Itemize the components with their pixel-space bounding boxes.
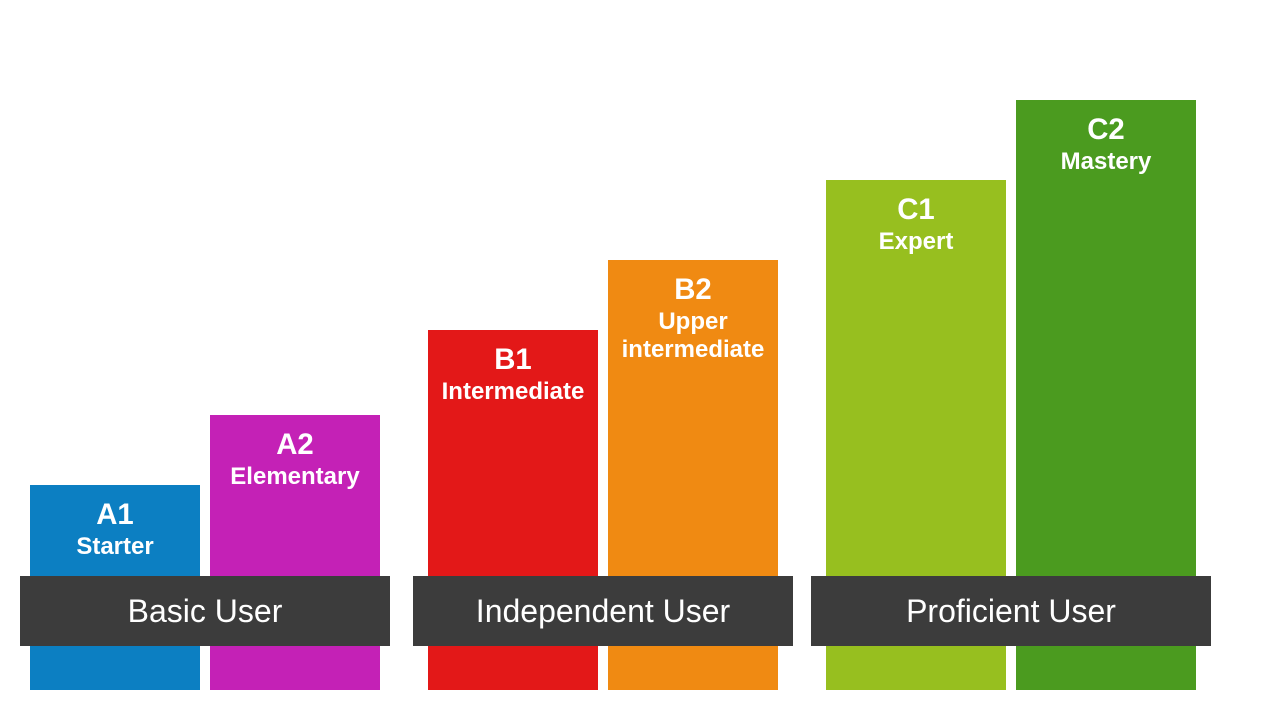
cefr-levels-chart: A1 Starter A2 Elementary Basic User B1 I… bbox=[0, 0, 1280, 720]
group-basic-bars: A1 Starter A2 Elementary bbox=[30, 415, 380, 690]
bar-c2-code: C2 bbox=[1087, 114, 1125, 146]
bar-b2-code: B2 bbox=[674, 274, 712, 306]
bar-b1-code: B1 bbox=[494, 344, 532, 376]
bar-a2-label: Elementary bbox=[230, 463, 359, 491]
bar-a2-code: A2 bbox=[276, 429, 314, 461]
group-proficient-label-strip: Proficient User bbox=[811, 576, 1211, 646]
bar-c1-label: Expert bbox=[879, 228, 954, 256]
group-independent-label-strip: Independent User bbox=[413, 576, 793, 646]
bar-b1-label: Intermediate bbox=[442, 378, 585, 406]
group-basic: A1 Starter A2 Elementary Basic User bbox=[30, 415, 380, 690]
bar-b2-label: Upper intermediate bbox=[608, 308, 778, 363]
bar-c2-label: Mastery bbox=[1061, 148, 1152, 176]
bar-a2: A2 Elementary bbox=[210, 415, 380, 690]
group-basic-label-strip: Basic User bbox=[20, 576, 390, 646]
bar-a1-code: A1 bbox=[96, 499, 134, 531]
group-basic-label: Basic User bbox=[128, 593, 283, 630]
group-independent: B1 Intermediate B2 Upper intermediate In… bbox=[428, 260, 778, 690]
bar-c1-code: C1 bbox=[897, 194, 935, 226]
group-independent-label: Independent User bbox=[476, 593, 730, 630]
bar-a1-label: Starter bbox=[76, 533, 153, 561]
group-proficient-label: Proficient User bbox=[906, 593, 1116, 630]
group-proficient: C1 Expert C2 Mastery Proficient User bbox=[826, 100, 1196, 690]
